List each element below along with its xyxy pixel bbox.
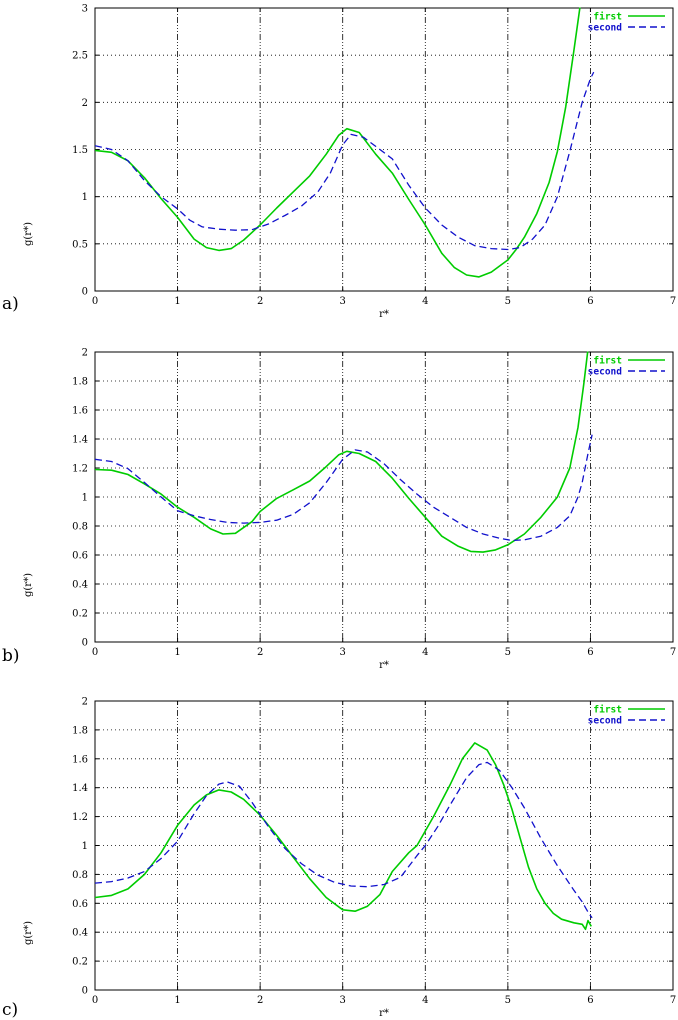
y-tick-label: 0.6: [72, 899, 88, 910]
y-tick-label: 3: [82, 4, 88, 15]
y-tick-label: 1.6: [72, 754, 88, 765]
panel-label-c: c): [2, 1000, 19, 1020]
panel-a: 0 1 2 3 4 5 6 7 0 0.5 1 1.5 2 2.5 3 r* g(r*) first second …: [0, 0, 678, 340]
y-tick-label: 1: [82, 493, 88, 504]
x-tick-label: 3: [340, 995, 346, 1006]
x-tick-label: 6: [587, 296, 593, 307]
y-tick-label: 1.6: [72, 406, 88, 417]
y-tick-label: 0.2: [72, 609, 88, 620]
y-tick-label: 1.4: [72, 435, 88, 446]
y-tick-label: 2: [82, 98, 88, 109]
y-tick-label: 0.8: [72, 870, 88, 881]
y-tick-label: 1.2: [72, 464, 88, 475]
panel-label-a: a): [2, 294, 19, 314]
y-tick-label: 1: [82, 192, 88, 203]
y-tick-label: 1: [82, 841, 88, 852]
x-tick-label: 3: [340, 647, 346, 658]
y-tick-label: 1.5: [72, 145, 88, 156]
x-tick-label: 7: [670, 995, 676, 1006]
x-tick-label: 0: [92, 995, 98, 1006]
x-tick-label: 5: [505, 647, 511, 658]
series-second-line: [95, 71, 595, 251]
y-tick-label: 1.8: [72, 377, 88, 388]
x-tick-label: 0: [92, 647, 98, 658]
y-tick-label: 2: [82, 697, 88, 708]
y-tick-label: 0.4: [72, 580, 88, 591]
y-tick-label: 1.4: [72, 783, 88, 794]
y-tick-label: 0.2: [72, 957, 88, 968]
legend-label-second: second: [588, 716, 623, 727]
y-tick-label: 0: [82, 287, 88, 298]
y-tick-label: 0: [82, 986, 88, 997]
y-axis-label: g(r*): [23, 573, 34, 597]
y-tick-label: 0.8: [72, 522, 88, 533]
x-tick-label: 7: [670, 647, 676, 658]
y-tick-label: 0: [82, 638, 88, 649]
legend-label-first: first: [593, 705, 622, 716]
legend-label-first: first: [593, 356, 622, 367]
series-second-line: [95, 761, 593, 919]
x-tick-label: 1: [174, 296, 180, 307]
x-tick-label: 4: [422, 296, 428, 307]
series-first-line: [95, 351, 589, 553]
panel-label-b: b): [2, 646, 20, 666]
x-tick-label: 2: [257, 647, 263, 658]
y-axis-label: g(r*): [23, 222, 34, 246]
x-tick-label: 7: [670, 296, 676, 307]
panel-b: 0 1 2 3 4 5 6 7 0 0.2 0.4 0.6 0.8 1 1.2 1.4 1.6 1.8 2 r* g(r…: [0, 340, 678, 680]
y-axis-label: g(r*): [23, 921, 34, 945]
y-tick-label: 1.2: [72, 812, 88, 823]
y-tick-label: 0.6: [72, 551, 88, 562]
x-tick-label: 2: [257, 296, 263, 307]
y-tick-label: 2: [82, 348, 88, 359]
legend-label-second: second: [588, 367, 623, 378]
y-tick-label: 0.5: [72, 239, 88, 250]
x-tick-label: 0: [92, 296, 98, 307]
y-tick-label: 1.8: [72, 725, 88, 736]
x-tick-label: 1: [174, 647, 180, 658]
x-axis-label: r*: [379, 1008, 389, 1019]
legend-label-first: first: [593, 12, 622, 23]
series-second-line: [95, 434, 593, 542]
x-tick-label: 5: [505, 296, 511, 307]
panel-c-canvas: 0 1 2 3 4 5 6 7 0 0.2 0.4 0.6 0.8 1 1.2 1.4 1.6 1.8 2 r* g(r…: [23, 697, 676, 1020]
x-axis-label: r*: [379, 660, 389, 671]
x-tick-label: 6: [587, 647, 593, 658]
panel-c: 0 1 2 3 4 5 6 7 0 0.2 0.4 0.6 0.8 1 1.2 1.4 1.6 1.8 2 r* g(r…: [0, 680, 678, 1020]
legend-label-second: second: [588, 23, 623, 34]
x-tick-label: 5: [505, 995, 511, 1006]
plot-b-canvas: 0 1 2 3 4 5 6 7 0 0.2 0.4 0.6 0.8 1 1.2 1.4 1.6 1.8 2 r* g(r…: [23, 348, 676, 672]
x-tick-label: 1: [174, 995, 180, 1006]
y-tick-label: 0.4: [72, 928, 88, 939]
x-tick-label: 4: [422, 995, 428, 1006]
x-tick-label: 4: [422, 647, 428, 658]
series-first-line: [95, 7, 581, 278]
series-first-line: [95, 742, 592, 931]
x-tick-label: 3: [340, 296, 346, 307]
x-axis-label: r*: [379, 309, 389, 320]
x-tick-label: 6: [587, 995, 593, 1006]
x-tick-label: 2: [257, 995, 263, 1006]
y-tick-label: 2.5: [72, 51, 88, 62]
